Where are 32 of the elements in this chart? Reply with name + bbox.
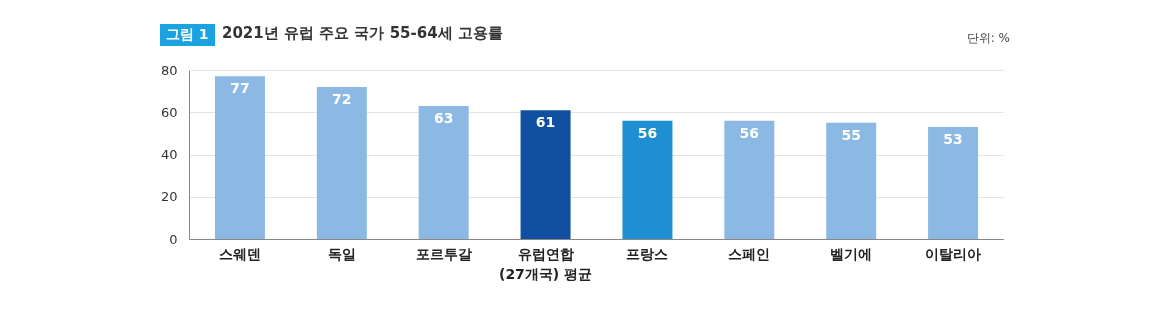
data-label: 55	[841, 126, 861, 143]
data-label: 63	[433, 109, 454, 126]
bar	[928, 127, 979, 239]
x-tick-label: 포르투갈	[415, 245, 472, 262]
data-label: 53	[943, 131, 963, 148]
y-tick-label: 40	[160, 147, 178, 162]
bar	[520, 110, 571, 239]
data-label: 77	[230, 80, 250, 97]
bar	[622, 120, 673, 239]
bar	[826, 122, 877, 239]
y-tick-label: 80	[160, 62, 178, 78]
y-tick-label: 60	[160, 104, 178, 120]
text: 단위: %	[966, 30, 1010, 47]
x-tick-label: 유럽연합 (27개국) 평균	[498, 245, 593, 282]
y-tick-label: 0	[169, 231, 178, 247]
x-tick-label: 독일	[327, 245, 356, 262]
x-tick-label: 스웨덴	[218, 245, 261, 262]
chart-title: 2021년 유럽 주요 국가 55-64세 고용률	[222, 24, 503, 43]
x-tick-label: 스페인	[728, 245, 771, 262]
bar	[724, 120, 775, 239]
data-label: 61	[535, 114, 556, 131]
bar	[214, 76, 265, 239]
caption: 그림 1	[160, 24, 215, 46]
data-label: 56	[637, 124, 658, 141]
x-tick-label: 벨기에	[830, 245, 873, 262]
bar	[418, 105, 469, 239]
x-tick-label: 이탈리아	[925, 245, 982, 262]
data-label: 72	[332, 90, 352, 107]
bar	[316, 86, 367, 239]
data-label: 56	[739, 124, 760, 141]
y-tick-label: 20	[160, 189, 178, 205]
x-tick-label: 프랑스	[626, 245, 669, 262]
